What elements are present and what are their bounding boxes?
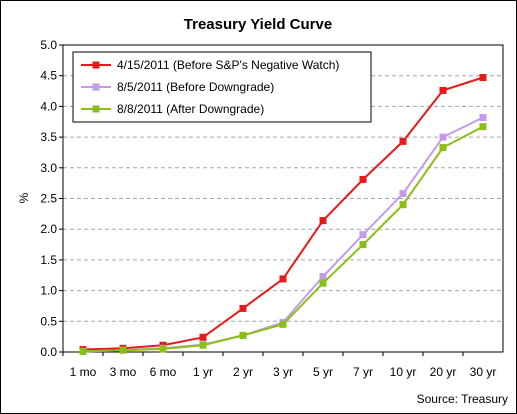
data-point bbox=[399, 201, 407, 209]
data-point bbox=[359, 175, 367, 183]
y-tick-label: 4.0 bbox=[40, 99, 57, 113]
plot-area: 0.0 0.5 1.0 1.5 2.0 2.5 3.0 3.5 4.0 4.5 5.0 1 mo 3 m… bbox=[40, 38, 504, 379]
data-point bbox=[479, 74, 487, 82]
x-tick-label: 2 yr bbox=[233, 365, 253, 379]
data-point bbox=[319, 279, 327, 287]
chart-title: Treasury Yield Curve bbox=[184, 16, 332, 33]
x-tick-label: 6 mo bbox=[150, 365, 177, 379]
y-tick-label: 0.0 bbox=[40, 345, 57, 359]
series-line bbox=[82, 116, 484, 353]
x-tick-label: 1 mo bbox=[70, 365, 97, 379]
legend: 4/15/2011 (Before S&P's Negative Watch) 8… bbox=[72, 51, 372, 123]
y-axis-label: % bbox=[17, 192, 31, 203]
data-point bbox=[119, 346, 127, 354]
legend-label: 4/15/2011 (Before S&P's Negative Watch) bbox=[117, 58, 339, 72]
y-tick-label: 3.0 bbox=[40, 161, 57, 175]
data-point bbox=[319, 272, 327, 280]
y-tick-label: 1.0 bbox=[40, 284, 57, 298]
x-tick-label: 3 yr bbox=[273, 365, 293, 379]
data-point bbox=[199, 333, 207, 341]
x-tick-label: 30 yr bbox=[470, 365, 497, 379]
x-tick-label: 5 yr bbox=[313, 365, 333, 379]
data-point bbox=[479, 113, 487, 121]
y-tick-label: 3.5 bbox=[40, 130, 57, 144]
legend-label: 8/5/2011 (Before Downgrade) bbox=[117, 80, 274, 94]
x-tick-label: 1 yr bbox=[193, 365, 213, 379]
data-point bbox=[439, 144, 447, 152]
data-point bbox=[359, 231, 367, 239]
data-point bbox=[439, 133, 447, 141]
legend-marker bbox=[92, 105, 100, 113]
data-point bbox=[239, 304, 247, 312]
legend-label: 8/8/2011 (After Downgrade) bbox=[117, 102, 264, 116]
y-tick-label: 0.5 bbox=[40, 314, 57, 328]
x-tick-label: 20 yr bbox=[430, 365, 457, 379]
legend-marker bbox=[92, 83, 100, 91]
y-tick-label: 1.5 bbox=[40, 253, 57, 267]
y-tick-label: 5.0 bbox=[40, 38, 57, 52]
data-point bbox=[279, 320, 287, 328]
data-point bbox=[199, 341, 207, 349]
data-point bbox=[399, 190, 407, 198]
plot-border bbox=[62, 44, 504, 353]
data-point bbox=[319, 217, 327, 225]
y-tick-label: 4.5 bbox=[40, 69, 57, 83]
y-tick-label: 2.5 bbox=[40, 192, 57, 206]
x-tick-label: 10 yr bbox=[390, 365, 417, 379]
data-point bbox=[239, 331, 247, 339]
source-note: Source: Treasury bbox=[417, 392, 508, 406]
data-point bbox=[79, 347, 87, 355]
series-line bbox=[82, 125, 484, 353]
y-tick-label: 2.0 bbox=[40, 222, 57, 236]
data-point bbox=[479, 123, 487, 131]
legend-marker bbox=[92, 61, 100, 69]
legend-box bbox=[72, 51, 372, 123]
data-point bbox=[439, 86, 447, 94]
data-point bbox=[279, 275, 287, 283]
data-point bbox=[359, 241, 367, 249]
x-tick-label: 7 yr bbox=[353, 365, 373, 379]
x-tick-label: 3 mo bbox=[110, 365, 137, 379]
data-point bbox=[159, 345, 167, 353]
data-point bbox=[399, 137, 407, 145]
